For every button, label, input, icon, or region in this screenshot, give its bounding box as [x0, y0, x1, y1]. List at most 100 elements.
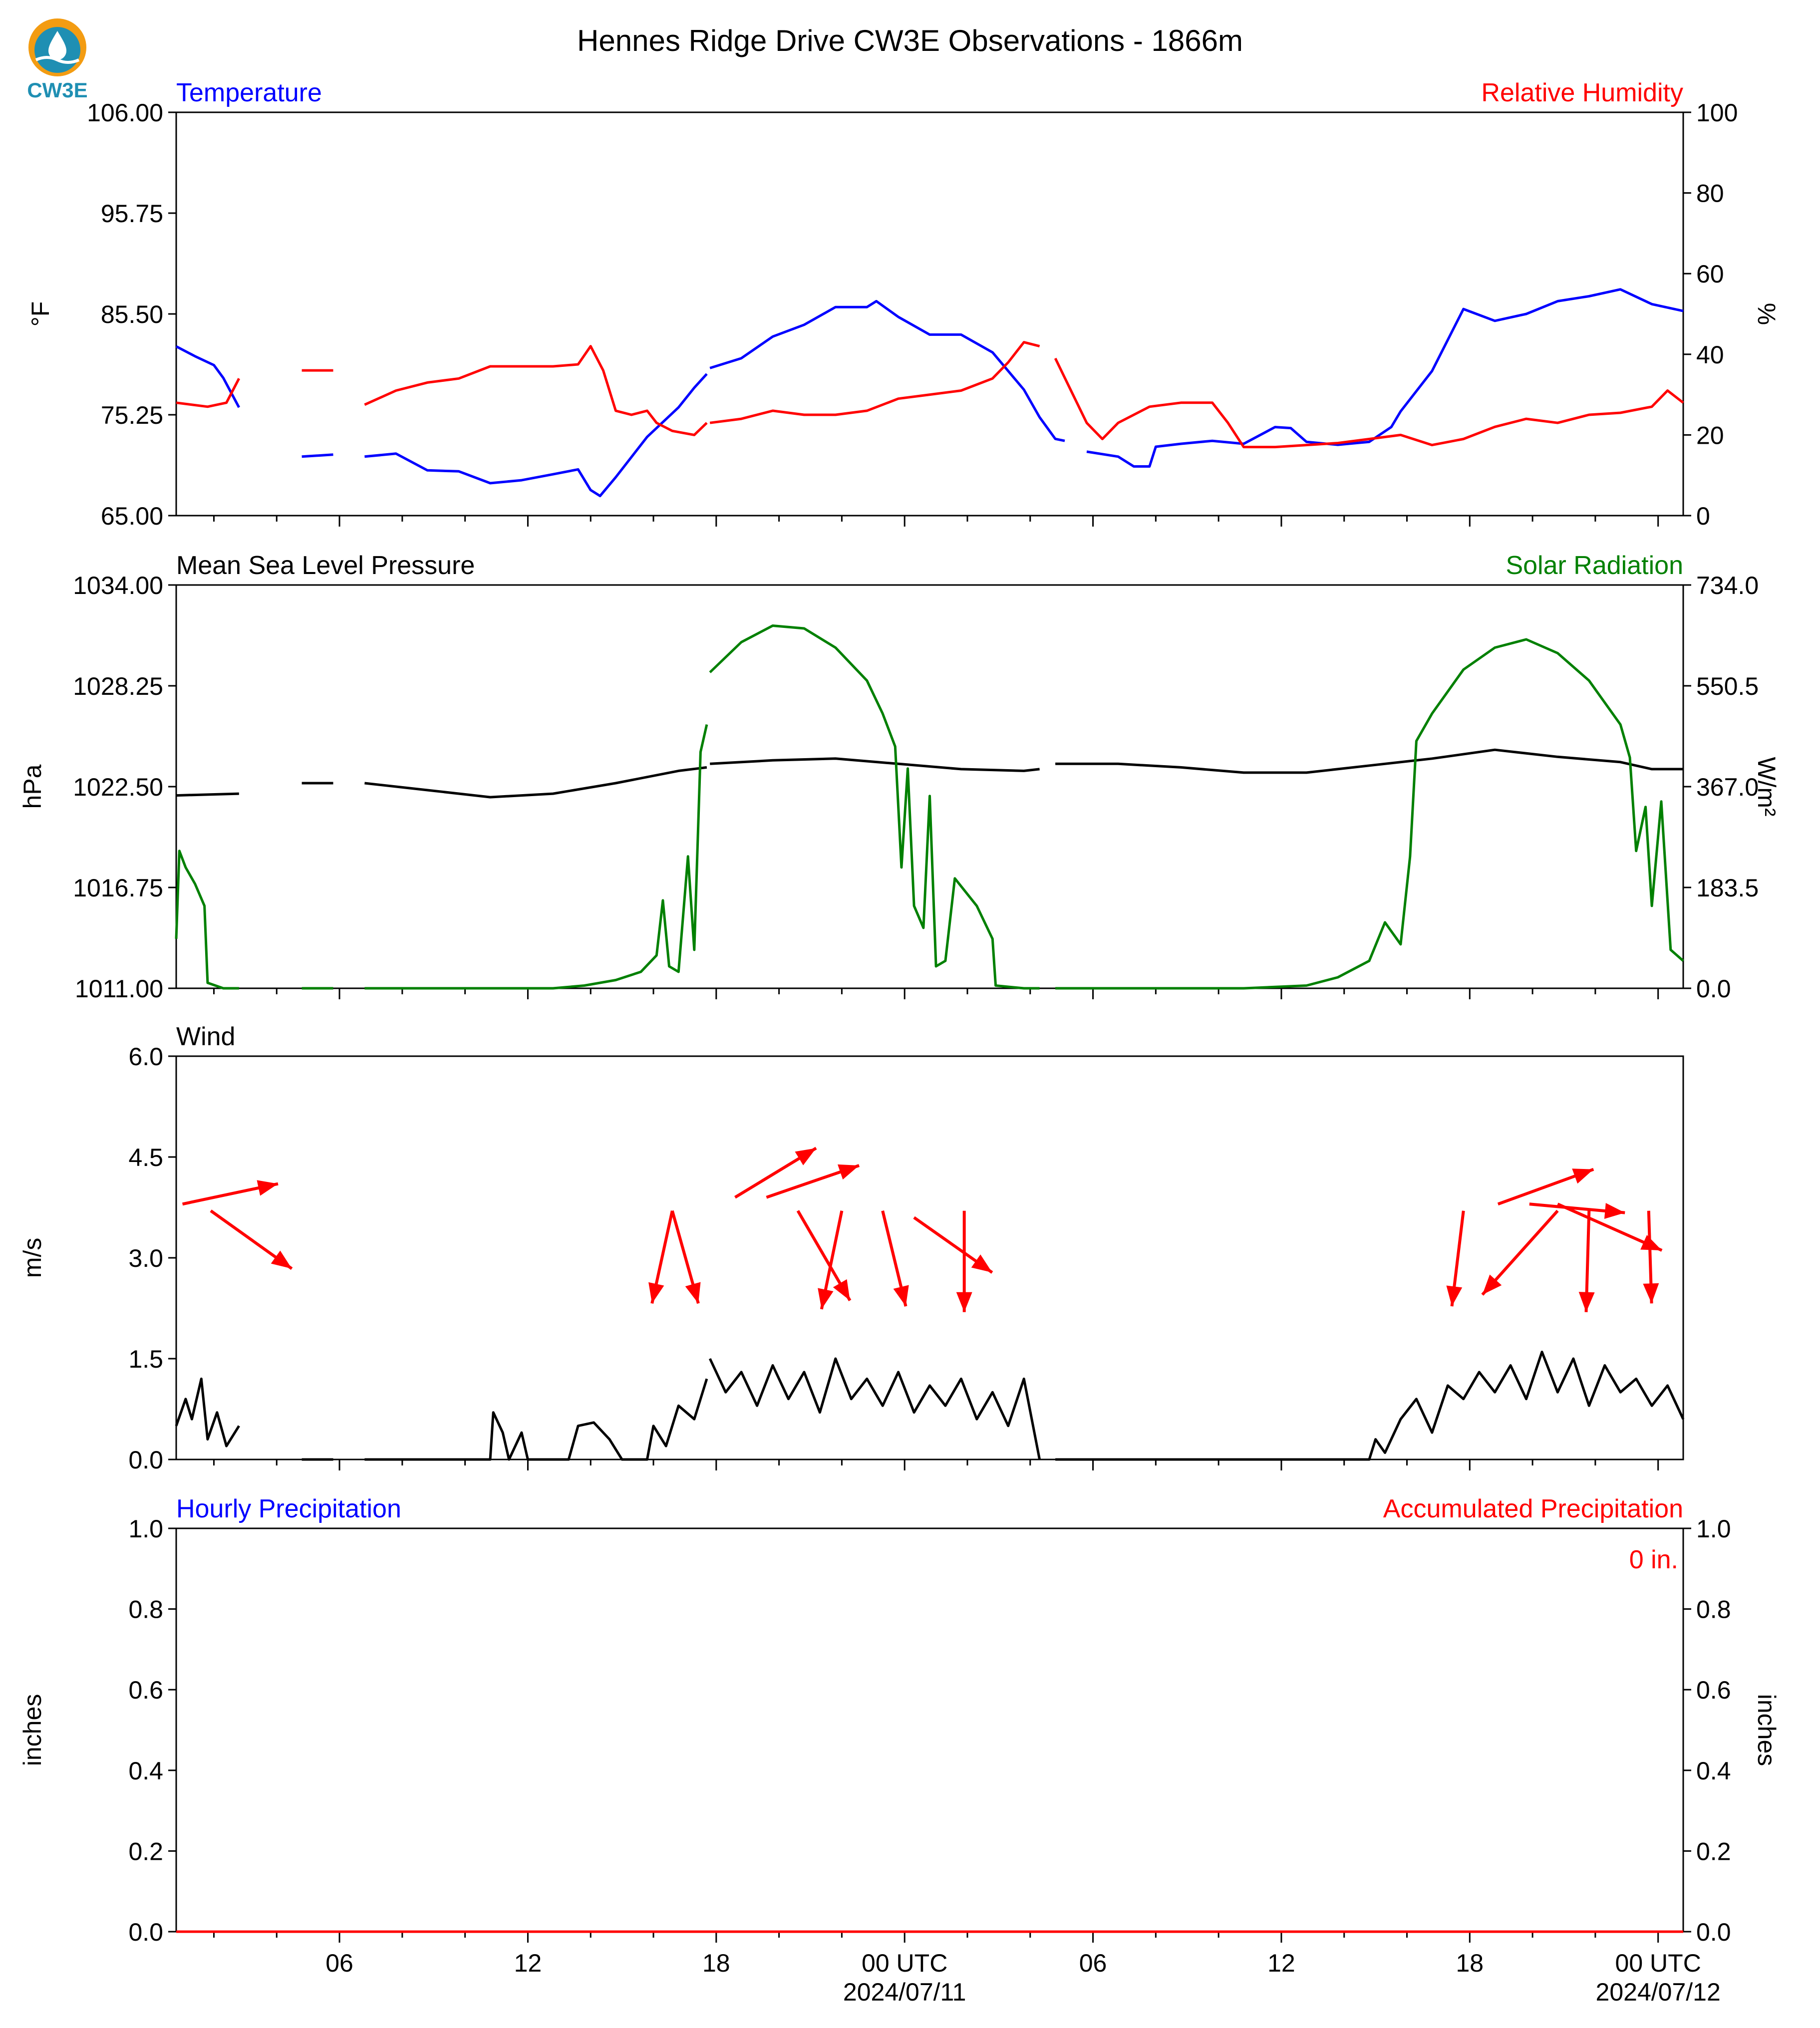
series-line-solar-radiation [364, 724, 708, 990]
wind-vector-head-icon [795, 1148, 816, 1165]
y-tick-label: 85.50 [101, 300, 163, 328]
wind-vector [670, 1210, 701, 1304]
wind-vector [734, 1147, 817, 1199]
wind-vector-head-icon [1572, 1168, 1594, 1184]
wind-vector [1578, 1210, 1595, 1312]
x-tick-label: 06 [1079, 1949, 1107, 1977]
y-tick-label: 106.00 [87, 99, 163, 127]
y-right-tick-label: 183.5 [1696, 874, 1759, 902]
accumulation-annotation: 0 in. [1629, 1545, 1678, 1574]
series-line-temperature [364, 373, 708, 498]
x-tick-label: 12 [1267, 1949, 1295, 1977]
series-line-relative-humidity [364, 345, 708, 436]
y-right-tick-label: 0 [1696, 502, 1710, 530]
series-line-wind [708, 1357, 1041, 1460]
y-tick-label: 0.0 [128, 1446, 163, 1474]
wind-vector [881, 1210, 909, 1307]
wind-vector [1643, 1210, 1659, 1304]
wind-vector [913, 1216, 993, 1274]
y-tick-label: 1.5 [128, 1345, 163, 1373]
wind-vector [796, 1210, 852, 1302]
logo-drop-icon [48, 31, 66, 60]
wind-vector [648, 1210, 674, 1304]
series-line-wind [175, 1377, 240, 1448]
y-right-tick-label: 0.2 [1696, 1837, 1731, 1865]
series-line-wind [364, 1378, 708, 1461]
panel-left-title: Mean Sea Level Pressure [176, 551, 475, 580]
series-line-solar-radiation [175, 850, 239, 990]
y-tick-label: 0.4 [128, 1757, 163, 1785]
y-right-tick-label: 0.4 [1696, 1757, 1731, 1785]
x-date-label: 2024/07/12 [1596, 1978, 1721, 2006]
y-right-tick-label: 0.0 [1696, 975, 1731, 1003]
y-tick-label: 6.0 [128, 1043, 163, 1071]
wind-vector-head-icon [1482, 1274, 1502, 1295]
panel-right-title: Relative Humidity [1481, 78, 1683, 107]
y-axis-label: hPa [18, 764, 46, 809]
wind-vector-head-icon [1446, 1285, 1463, 1307]
series-line-mean-sea-level-pressure [364, 766, 707, 799]
series-line-temperature [175, 345, 241, 408]
y-right-axis-label: inches [1753, 1694, 1781, 1766]
wind-vector-head-icon [685, 1282, 701, 1304]
y-tick-label: 3.0 [128, 1244, 163, 1272]
y-tick-label: 0.6 [128, 1676, 163, 1704]
y-right-tick-label: 0.6 [1696, 1676, 1731, 1704]
wind-vector-head-icon [1578, 1292, 1595, 1312]
y-tick-label: 1028.25 [73, 672, 163, 700]
x-date-label: 2024/07/11 [843, 1978, 966, 2006]
y-right-tick-label: 1.0 [1696, 1515, 1731, 1543]
y-tick-label: 4.5 [128, 1144, 163, 1171]
y-right-tick-label: 0.8 [1696, 1596, 1731, 1624]
wind-vector-head-icon [1643, 1283, 1659, 1304]
x-tick-label: 18 [1456, 1949, 1484, 1977]
y-tick-label: 1.0 [128, 1515, 163, 1543]
wind-vector-head-icon [956, 1292, 972, 1312]
wind-vector-head-icon [1604, 1203, 1625, 1219]
panel-right-title: Solar Radiation [1506, 551, 1683, 580]
series-line-solar-radiation [1055, 638, 1684, 990]
logo-text: CW3E [27, 78, 87, 102]
y-right-tick-label: 80 [1696, 180, 1724, 208]
y-right-tick-label: 60 [1696, 260, 1724, 288]
series-line-temperature [1086, 288, 1684, 468]
series-line-mean-sea-level-pressure [1055, 748, 1683, 774]
wind-vector [818, 1210, 844, 1310]
panel-wind: 0.0 1.5 3.0 4.5 6.0 m/s Wind [18, 1022, 1685, 1474]
logo-wave-icon [35, 56, 80, 64]
panel-left-title: Temperature [176, 78, 322, 107]
y-right-tick-label: 100 [1696, 99, 1738, 127]
panel-left-title: Wind [176, 1022, 235, 1051]
figure-title: Hennes Ridge Drive CW3E Observations - 1… [577, 24, 1243, 57]
y-right-axis-label: W/m² [1753, 757, 1781, 816]
panel-pressure_solar: 1011.00 1016.75 1022.50 1028.25 1034.00 0.0 18… [18, 551, 1781, 1003]
panel-right-title: Accumulated Precipitation [1383, 1494, 1683, 1523]
y-tick-label: 0.2 [128, 1837, 163, 1865]
y-right-tick-label: 40 [1696, 341, 1724, 369]
series-line-temperature [302, 453, 333, 458]
series-line-wind [1055, 1351, 1685, 1461]
y-right-tick-label: 734.0 [1696, 572, 1759, 599]
wind-vector-head-icon [257, 1180, 278, 1196]
y-axis-label: m/s [18, 1238, 46, 1278]
wind-vector [956, 1210, 972, 1312]
y-tick-label: 1034.00 [73, 572, 163, 599]
wind-vector [182, 1180, 279, 1206]
wind-vector-head-icon [271, 1250, 292, 1269]
y-tick-label: 75.25 [101, 401, 163, 429]
wind-vector [1497, 1167, 1594, 1206]
series-line-relative-humidity [1054, 357, 1684, 449]
series-line-solar-radiation [709, 624, 1040, 990]
panel-precipitation: 0.0 0.2 0.4 0.6 0.8 1.0 0.0 0.2 0.4 0.6 0.8 1.0 inch… [18, 1494, 1781, 1946]
y-right-tick-label: 0.0 [1696, 1918, 1731, 1946]
x-tick-label: 00 UTC [1615, 1949, 1701, 1977]
x-tick-label: 00 UTC [862, 1949, 947, 1977]
wind-vector-head-icon [818, 1288, 834, 1309]
chart-panels: 65.00 75.25 85.50 95.75 106.00 0 20 40 60 80 100 °F… [18, 78, 1781, 1946]
y-tick-label: 65.00 [101, 502, 163, 530]
wind-vector [766, 1164, 860, 1199]
wind-vector [1481, 1209, 1559, 1296]
